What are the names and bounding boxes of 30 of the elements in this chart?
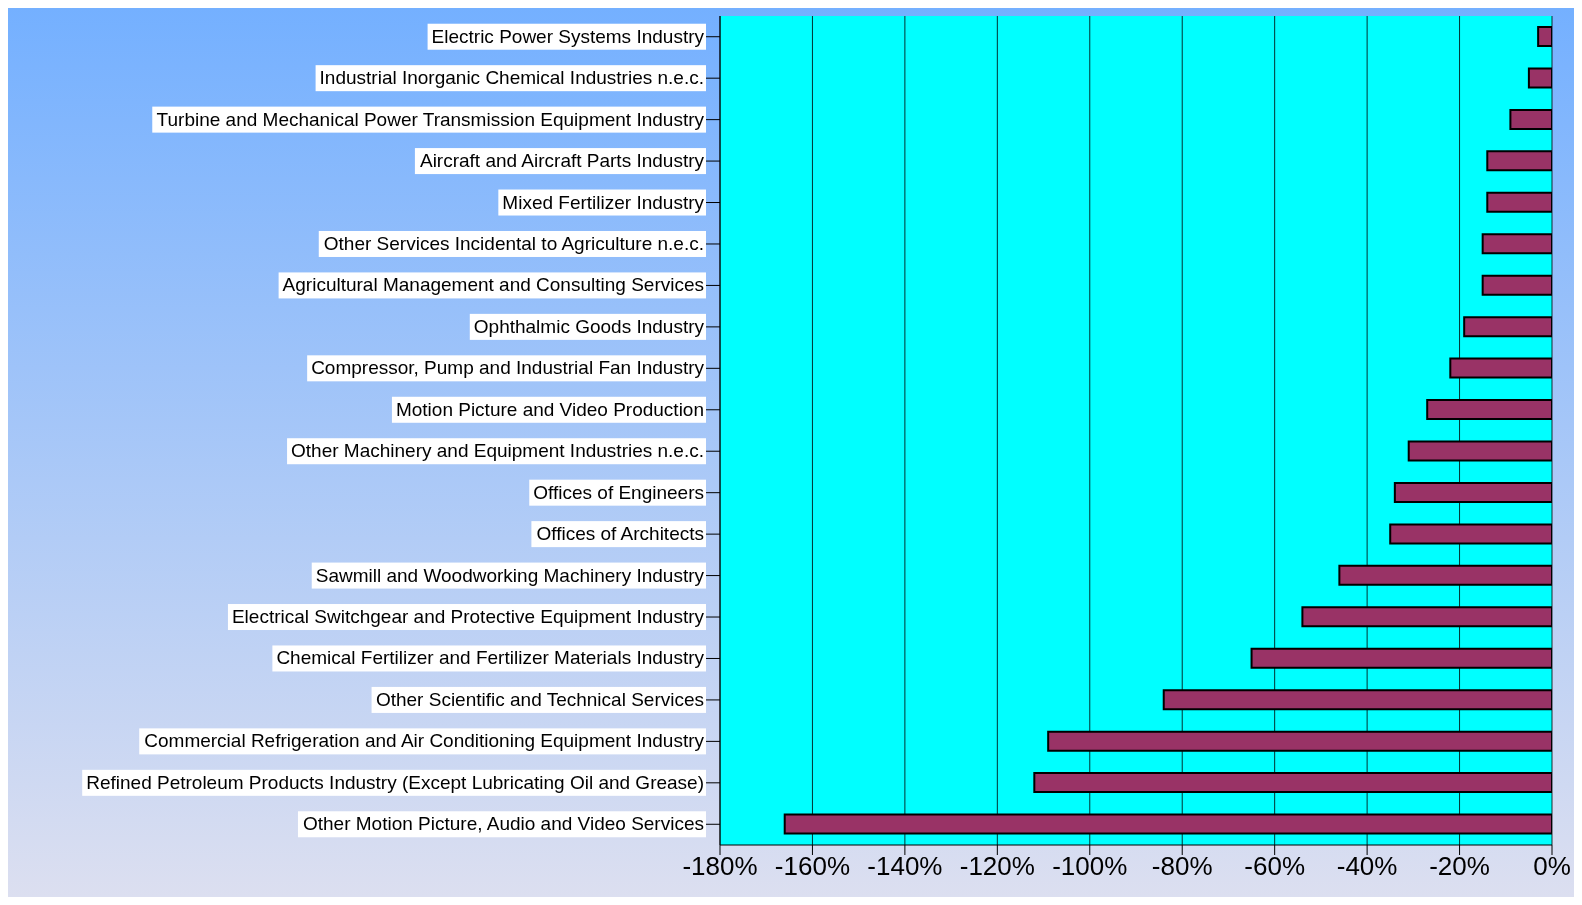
- x-tick-label: -80%: [1151, 851, 1213, 882]
- x-tick-label: -20%: [1429, 851, 1490, 882]
- y-tick-label: Other Services Incidental to Agriculture n.e.c.: [323, 232, 704, 254]
- y-tick-label: Commercial Refrigeration and Air Conditioning Equipment Industry: [144, 730, 705, 752]
- x-tick-label: -100%: [1052, 851, 1128, 882]
- y-tick-label: Industrial Inorganic Chemical Industries n.e.c.: [319, 67, 704, 89]
- y-tick-label: Offices of Architects: [536, 523, 704, 545]
- y-tick-label: Refined Petroleum Products Industry (Except Lubricating Oil and Grease): [86, 771, 704, 793]
- x-tick-label: 0%: [1533, 851, 1571, 882]
- y-tick-label: Motion Picture and Video Production: [395, 398, 704, 420]
- y-tick-label: Agricultural Management and Consulting Services: [282, 274, 704, 296]
- x-tick-label: -180%: [682, 851, 758, 882]
- y-tick-label: Electrical Switchgear and Protective Equipment Industry: [231, 606, 705, 628]
- x-tick-label: -160%: [774, 851, 851, 882]
- y-tick-label: Offices of Engineers: [533, 481, 704, 503]
- y-tick-label: Turbine and Mechanical Power Transmission Equipment Industry: [156, 108, 705, 130]
- y-tick-label: Electric Power Systems Industry: [431, 25, 705, 47]
- y-tick-label: Other Scientific and Technical Services: [375, 688, 704, 710]
- y-tick-label: Compressor, Pump and Industrial Fan Industry: [311, 357, 705, 379]
- y-tick-label: Chemical Fertilizer and Fertilizer Materials Industry: [276, 647, 705, 669]
- y-tick-label: Other Motion Picture, Audio and Video Services: [303, 813, 704, 835]
- y-tick-label: Mixed Fertilizer Industry: [502, 191, 705, 213]
- y-tick-label: Sawmill and Woodworking Machinery Industry: [315, 564, 705, 586]
- x-tick-label: -120%: [959, 851, 1035, 882]
- y-tick-label: Other Machinery and Equipment Industries n.e.c.: [291, 440, 704, 462]
- x-tick-label: -40%: [1336, 851, 1398, 882]
- x-tick-label: -60%: [1244, 851, 1306, 882]
- y-tick-label: Ophthalmic Goods Industry: [473, 315, 705, 337]
- y-tick-label: Aircraft and Aircraft Parts Industry: [419, 150, 705, 172]
- x-tick-label: -140%: [867, 851, 943, 882]
